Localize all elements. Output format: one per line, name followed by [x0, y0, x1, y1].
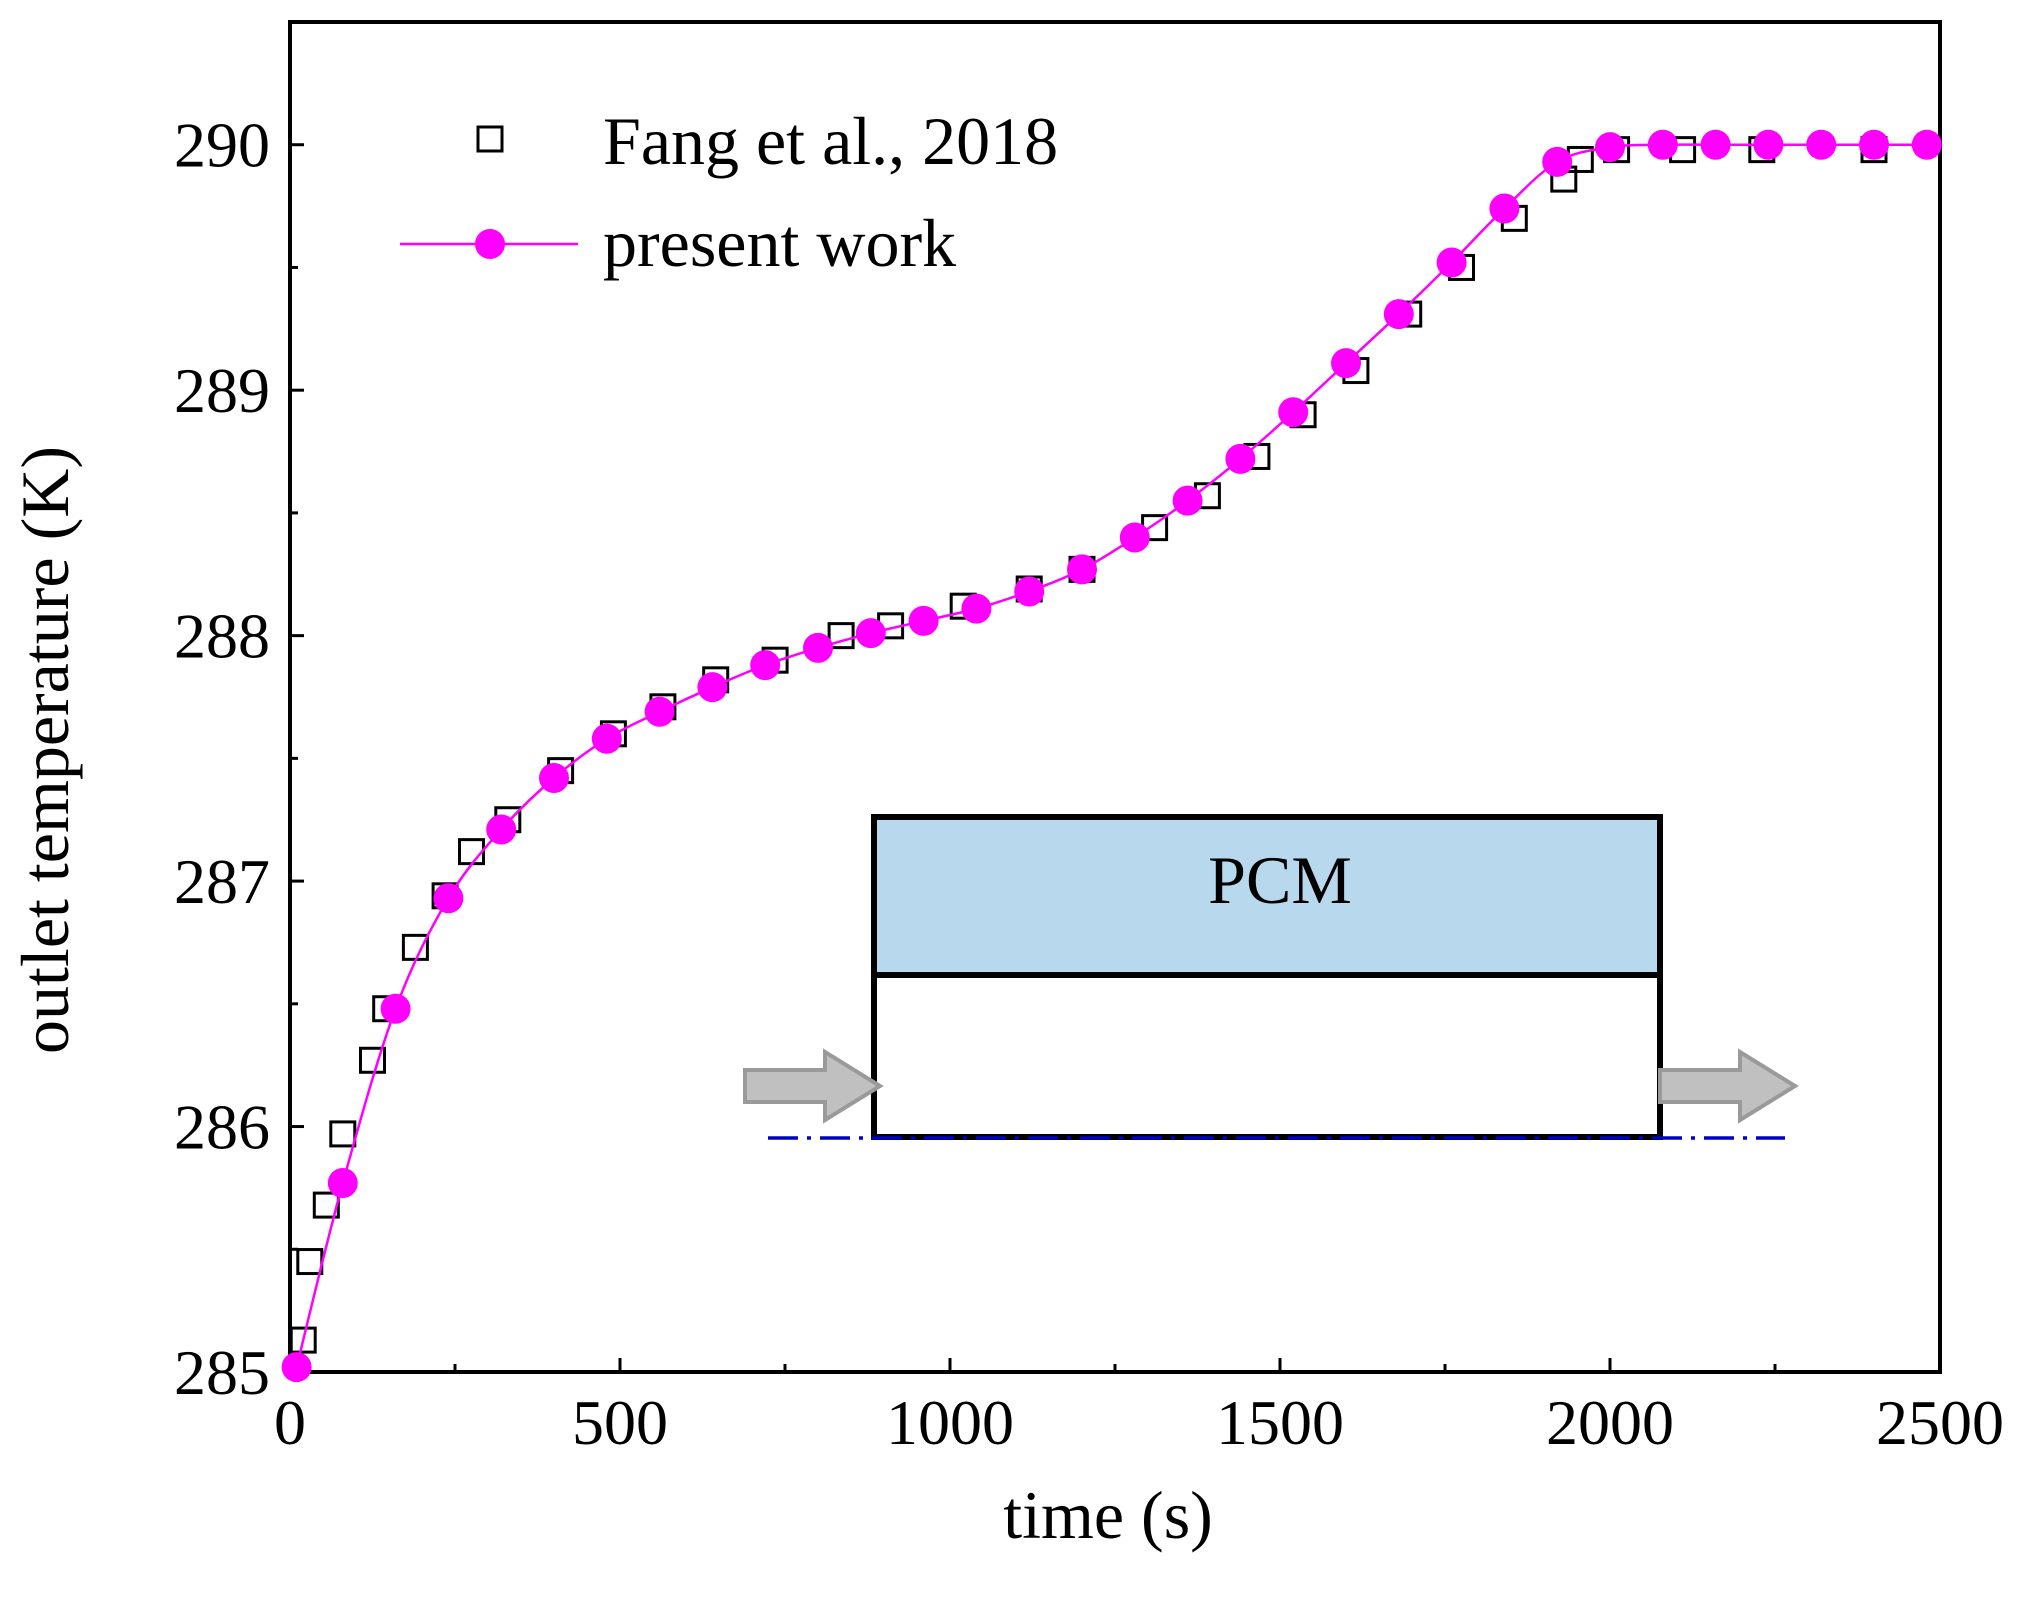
x-tick-label: 2500 — [1876, 1387, 2004, 1458]
legend-label-present-work: present work — [603, 205, 956, 281]
legend: Fang et al., 2018 present work — [400, 103, 1058, 281]
present-work-data-point — [1331, 348, 1361, 379]
present-work-data-point — [1753, 129, 1784, 160]
present-work-data-point — [380, 993, 411, 1024]
present-work-data-point — [697, 672, 728, 703]
present-work-data-point — [803, 632, 833, 663]
axis-tick-labels: 0 500 1000 1500 2000 2500 285 286 287 288 289 290 — [174, 110, 2004, 1458]
present-work-data-point — [1700, 129, 1731, 160]
present-work-data-point — [1595, 132, 1625, 163]
x-axis-title: time (s) — [1003, 1477, 1213, 1553]
outlet-arrow-icon — [1658, 1048, 1799, 1124]
fang-data-point — [329, 1120, 357, 1148]
legend-label-fang: Fang et al., 2018 — [603, 103, 1058, 179]
present-work-data-point — [1542, 146, 1573, 177]
present-work-data-point — [1067, 554, 1097, 585]
y-axis-title: outlet temperature (K) — [7, 446, 83, 1054]
present-work-data-point — [433, 883, 464, 914]
present-work-data-point — [281, 1352, 312, 1383]
present-work-data-point — [486, 814, 517, 845]
legend-marker-circle-icon — [475, 229, 505, 259]
y-tick-label: 290 — [174, 110, 270, 181]
y-tick-label: 287 — [174, 846, 270, 917]
fang-data-point — [827, 622, 855, 650]
present-work-data-point — [591, 723, 622, 754]
present-work-data-point — [1278, 397, 1309, 428]
inset-pcm-label: PCM — [1208, 842, 1352, 918]
series-present-work — [281, 129, 1942, 1383]
present-work-data-point — [1119, 522, 1150, 553]
inlet-arrow-icon — [743, 1048, 884, 1124]
present-work-data-point — [539, 763, 569, 793]
fang-data-point — [289, 1326, 317, 1354]
x-tick-label: 500 — [572, 1387, 668, 1458]
legend-marker-square-icon — [476, 125, 504, 153]
present-work-data-point — [327, 1168, 358, 1198]
x-tick-label: 2000 — [1546, 1387, 1674, 1458]
present-work-data-point — [644, 696, 675, 727]
present-work-data-point — [1225, 443, 1256, 474]
present-work-data-point — [908, 605, 939, 636]
present-work-data-point — [961, 593, 992, 624]
y-tick-label: 285 — [174, 1337, 270, 1408]
inset-schematic: PCM — [743, 814, 1799, 1140]
present-work-data-point — [1014, 576, 1045, 607]
present-work-data-point — [1383, 299, 1414, 330]
present-work-data-point — [1911, 129, 1942, 160]
x-tick-label: 1000 — [886, 1387, 1014, 1458]
present-work-data-point — [1647, 129, 1678, 160]
inset-flow-channel — [871, 972, 1663, 1140]
x-tick-label: 0 — [274, 1387, 306, 1458]
y-tick-label: 288 — [174, 601, 270, 672]
inset-pcm-region — [871, 814, 1663, 978]
y-tick-label: 286 — [174, 1092, 270, 1163]
fang-data-point — [359, 1046, 386, 1074]
present-work-data-point — [1489, 193, 1520, 224]
present-work-data-point — [750, 650, 781, 681]
present-work-data-point — [855, 618, 886, 649]
y-tick-label: 289 — [174, 355, 270, 426]
x-tick-label: 1500 — [1216, 1387, 1344, 1458]
present-work-data-point — [1806, 129, 1837, 160]
present-work-data-point — [1436, 247, 1467, 278]
present-work-data-point — [1859, 129, 1889, 160]
present-work-data-point — [1172, 485, 1203, 516]
fang-data-point — [312, 1191, 340, 1219]
